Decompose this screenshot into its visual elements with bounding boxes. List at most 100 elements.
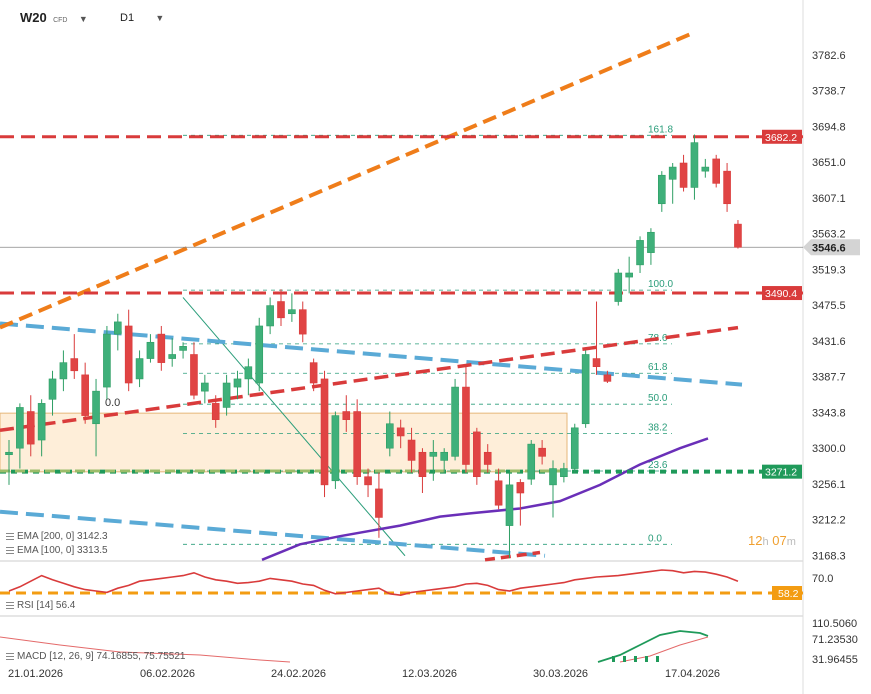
- date-axis-tick: 30.03.2026: [533, 668, 588, 680]
- timeframe-label: D1: [120, 12, 135, 24]
- price-axis-tick: 3387.7: [812, 372, 846, 384]
- fib-level-label: 61.8: [648, 362, 668, 373]
- candle-body: [407, 439, 416, 461]
- macd-signal-line: [0, 636, 291, 663]
- price-level-label: 3271.2: [765, 467, 797, 479]
- candle-body: [614, 272, 623, 302]
- macd-axis-tick: 71.23530: [812, 634, 858, 646]
- fib-level-label: 161.8: [648, 124, 673, 135]
- consolidation-zone-label: 0.0: [105, 397, 120, 409]
- price-axis-tick: 3300.0: [812, 443, 846, 455]
- candle-body: [570, 427, 579, 469]
- candle-body: [124, 325, 133, 384]
- candle-body: [103, 333, 111, 388]
- price-axis-tick: 3256.1: [812, 479, 846, 491]
- price-axis-tick: 3343.8: [812, 408, 846, 420]
- candle-body: [364, 476, 372, 486]
- indicator-menu-icon[interactable]: [6, 532, 14, 540]
- candle-body: [625, 272, 633, 278]
- candle-body: [429, 451, 438, 457]
- last-price-label: 3546.6: [812, 242, 846, 254]
- macd-legend[interactable]: MACD [12, 26, 9] 74.16855, 75.75521: [6, 651, 185, 662]
- macd-histogram-bar: [634, 656, 637, 662]
- candle-body: [723, 170, 731, 205]
- price-axis-tick: 3782.6: [812, 50, 846, 62]
- candle-body: [201, 382, 209, 392]
- candle-body: [288, 309, 296, 315]
- ema100-legend[interactable]: EMA [100, 0] 3313.5: [6, 545, 108, 556]
- channel-lower-line: [0, 509, 546, 558]
- ema100-line: [261, 437, 709, 561]
- indicator-menu-icon[interactable]: [6, 546, 14, 554]
- chevron-down-icon[interactable]: ▼: [78, 14, 88, 24]
- macd-histogram-bar: [623, 656, 626, 662]
- symbol-label: W20: [20, 10, 47, 25]
- candle-body: [701, 166, 710, 172]
- candle-body: [59, 362, 68, 380]
- candle-body: [37, 403, 46, 441]
- symbol-selector[interactable]: W20 CFD ▼: [20, 10, 88, 25]
- candle-body: [712, 158, 721, 184]
- candle-body: [146, 341, 155, 359]
- candle-body: [440, 451, 449, 461]
- date-axis-tick: 12.03.2026: [402, 668, 457, 680]
- candle-body: [549, 468, 557, 486]
- fib-level-label: 38.2: [648, 423, 668, 434]
- price-axis-tick: 3607.1: [812, 193, 846, 205]
- candle-body: [603, 374, 612, 382]
- price-level-label: 3682.2: [765, 132, 797, 144]
- candle-body: [26, 411, 35, 445]
- candle-body: [70, 358, 79, 372]
- channel-upper-line: [0, 321, 743, 387]
- candle-body: [342, 411, 351, 420]
- candle-body: [462, 386, 470, 465]
- last-price-badge: [803, 239, 860, 256]
- rsi-line: [8, 569, 739, 597]
- candle-body: [385, 423, 394, 449]
- candle-body: [277, 301, 285, 319]
- timeframe-selector[interactable]: D1 ▼: [120, 10, 164, 24]
- indicator-menu-icon[interactable]: [6, 601, 14, 609]
- candle-body: [255, 325, 264, 384]
- candle-body: [473, 431, 481, 478]
- date-axis-tick: 24.02.2026: [271, 668, 326, 680]
- chevron-down-icon[interactable]: ▼: [155, 13, 165, 23]
- rsi-badge-label: 58.2: [778, 588, 799, 600]
- fib-level-label: 100.0: [648, 279, 673, 290]
- candle-body: [657, 174, 666, 205]
- red-uptrend-line: [0, 325, 739, 432]
- candle-body: [331, 415, 340, 482]
- candle-body: [560, 468, 568, 478]
- candle-body: [179, 346, 187, 351]
- candle-body: [538, 447, 546, 457]
- fib-level-label: 50.0: [648, 393, 668, 404]
- rsi-legend[interactable]: RSI [14] 56.4: [6, 600, 75, 611]
- macd-histogram-bar: [656, 656, 659, 662]
- candle-body: [114, 321, 122, 335]
- price-axis-tick: 3651.0: [812, 157, 846, 169]
- price-axis-tick: 3475.5: [812, 300, 846, 312]
- candle-body: [527, 443, 536, 480]
- candle-body: [92, 390, 100, 425]
- candle-body: [211, 403, 220, 420]
- candle-body: [157, 333, 166, 363]
- price-axis-tick: 3212.2: [812, 515, 846, 527]
- macd-histogram-bar: [612, 656, 615, 662]
- price-axis-tick: 3431.6: [812, 336, 846, 348]
- indicator-menu-icon[interactable]: [6, 652, 14, 660]
- candle-body: [135, 358, 144, 380]
- candle-body: [309, 362, 318, 384]
- candle-body: [451, 386, 459, 457]
- candle-body: [636, 240, 644, 266]
- red-lower-line: [484, 550, 541, 562]
- candle-body: [190, 354, 198, 396]
- candle-body: [5, 451, 13, 456]
- bar-countdown: 12h 07m: [748, 533, 796, 548]
- ema200-legend[interactable]: EMA [200, 0] 3142.3: [6, 531, 108, 542]
- symbol-type: CFD: [53, 17, 68, 24]
- candle-body: [734, 223, 742, 248]
- price-axis-tick: 3694.8: [812, 122, 846, 134]
- candle-body: [320, 378, 329, 486]
